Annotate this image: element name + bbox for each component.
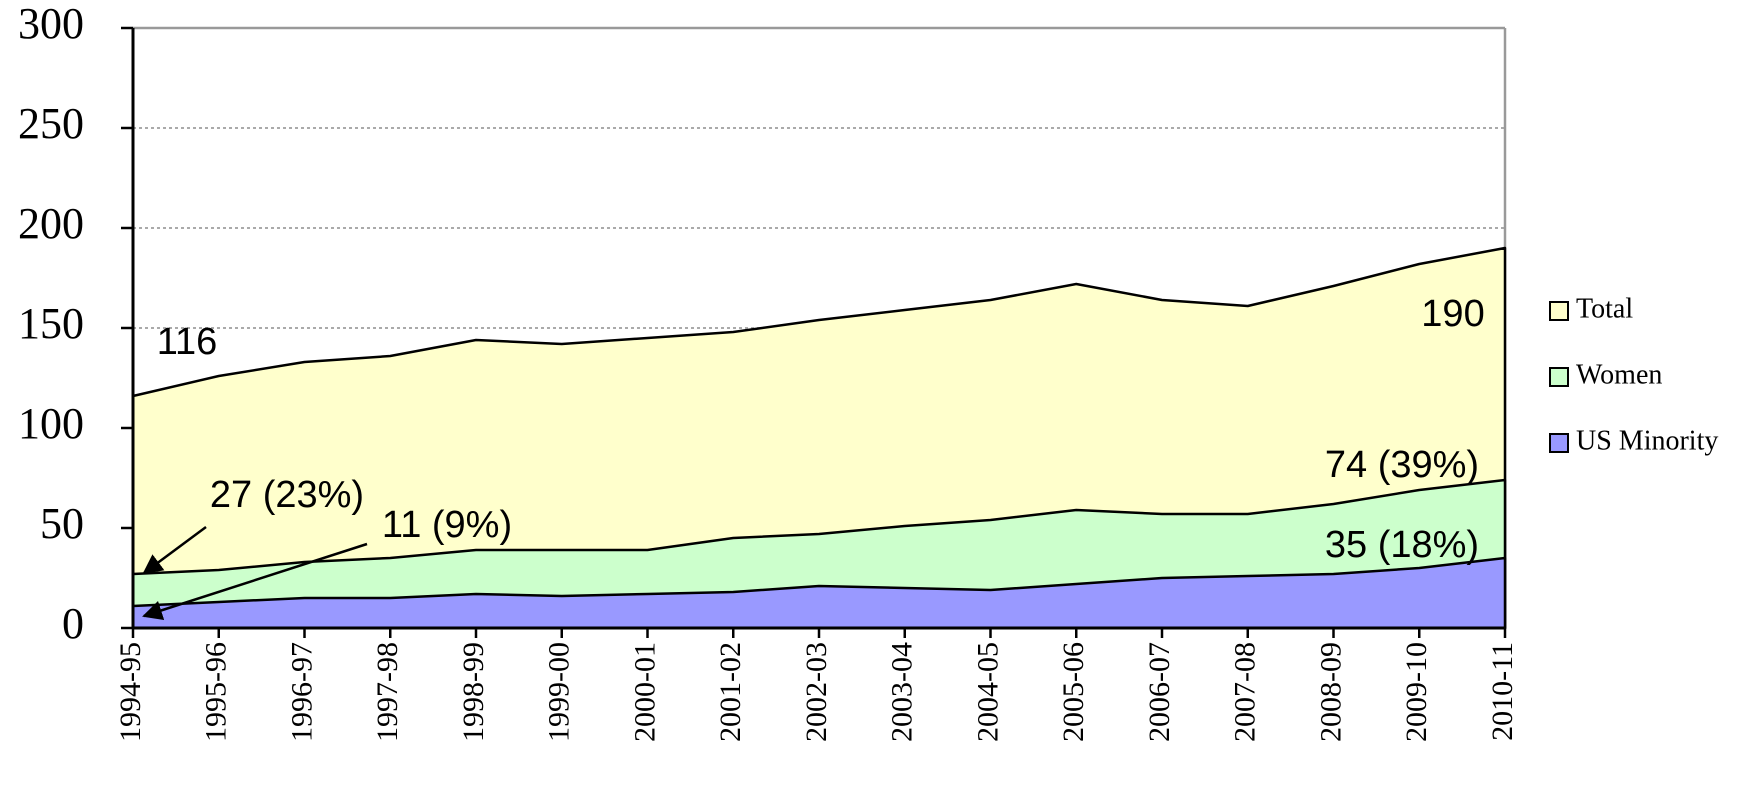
y-tick-label: 200 — [18, 199, 84, 248]
data-label: 116 — [157, 321, 218, 363]
label-arrow — [142, 525, 207, 575]
legend-swatch — [1549, 301, 1569, 321]
x-tick-label: 2003-04 — [886, 642, 919, 742]
x-tick-label: 2006-07 — [1143, 642, 1176, 742]
x-tick-label: 2004-05 — [971, 642, 1004, 742]
x-tick-label: 2010-11 — [1486, 642, 1519, 741]
legend-label: Total — [1576, 293, 1633, 324]
x-tick-label: 2002-03 — [800, 642, 833, 742]
x-tick-label: 1996-97 — [285, 642, 318, 742]
y-tick-label: 0 — [62, 599, 84, 648]
y-tick-label: 100 — [18, 399, 84, 448]
x-tick-label: 2001-02 — [714, 642, 747, 742]
legend-swatch — [1549, 433, 1569, 453]
area — [131, 556, 1507, 630]
y-tick-label: 300 — [18, 0, 84, 48]
label-arrow — [142, 542, 368, 620]
legend-swatch — [1549, 367, 1569, 387]
x-tick-label: 1995-96 — [200, 642, 233, 742]
data-label: 35 (18%) — [1325, 524, 1479, 566]
y-tick-label: 150 — [18, 299, 84, 348]
x-tick-label: 2000-01 — [628, 642, 661, 742]
y-tick-label: 250 — [18, 99, 84, 148]
data-label: 27 (23%) — [210, 474, 364, 516]
y-tick-label: 50 — [40, 499, 84, 548]
x-tick-label: 2007-08 — [1229, 642, 1262, 742]
x-tick-label: 2005-06 — [1057, 642, 1090, 742]
legend-label: Women — [1576, 359, 1662, 390]
x-tick-label: 1999-00 — [543, 642, 576, 742]
data-label: 190 — [1421, 293, 1484, 335]
data-label: 74 (39%) — [1325, 444, 1479, 486]
x-tick-label: 2009-10 — [1400, 642, 1433, 742]
data-label: 11 (9%) — [382, 504, 512, 546]
legend-label: US Minority — [1576, 425, 1718, 456]
x-tick-label: 1994-95 — [114, 642, 147, 742]
x-tick-label: 1997-98 — [371, 642, 404, 742]
x-tick-label: 1998-99 — [457, 642, 490, 742]
x-tick-label: 2008-09 — [1314, 642, 1347, 742]
